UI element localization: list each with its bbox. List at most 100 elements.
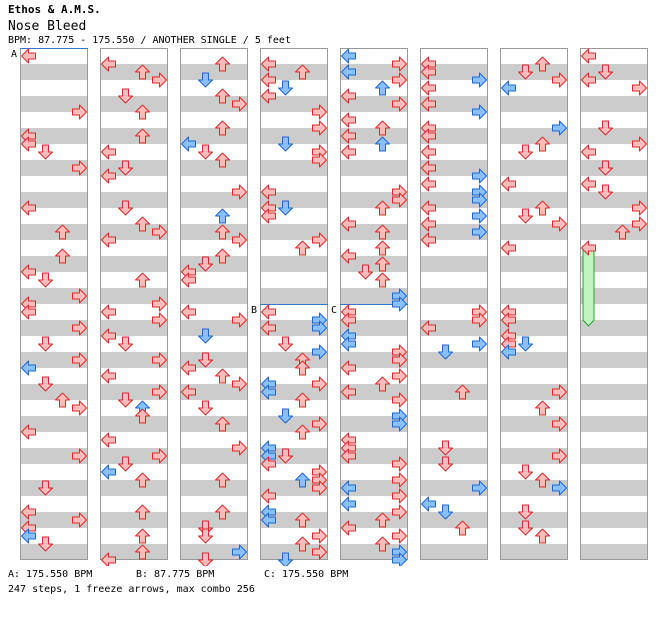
step-arrow-down-icon bbox=[118, 200, 133, 216]
step-arrow-left-icon bbox=[261, 488, 276, 504]
step-arrow-left-icon bbox=[101, 168, 116, 184]
step-arrow-right-icon bbox=[312, 528, 327, 544]
step-arrow-right-icon bbox=[552, 416, 567, 432]
step-arrow-down-icon bbox=[38, 272, 53, 288]
step-arrow-right-icon bbox=[312, 544, 327, 560]
step-arrow-right-icon bbox=[72, 512, 87, 528]
step-arrow-right-icon bbox=[392, 96, 407, 112]
step-arrow-down-icon bbox=[198, 144, 213, 160]
step-arrow-right-icon bbox=[72, 160, 87, 176]
step-arrow-down-icon bbox=[198, 552, 213, 566]
step-arrow-right-icon bbox=[232, 184, 247, 200]
step-arrow-up-icon bbox=[535, 528, 550, 544]
step-arrow-down-icon bbox=[278, 408, 293, 424]
step-arrow-up-icon bbox=[295, 392, 310, 408]
step-arrow-right-icon bbox=[472, 208, 487, 224]
step-arrow-left-icon bbox=[341, 384, 356, 400]
step-arrow-down-icon bbox=[118, 88, 133, 104]
step-arrow-up-icon bbox=[215, 208, 230, 224]
step-arrow-left-icon bbox=[341, 144, 356, 160]
step-arrow-up-icon bbox=[375, 224, 390, 240]
step-arrow-up-icon bbox=[375, 376, 390, 392]
step-arrow-down-icon bbox=[598, 120, 613, 136]
step-arrow-left-icon bbox=[341, 448, 356, 464]
chart-info: BPM: 87.775 - 175.550 / ANOTHER SINGLE /… bbox=[8, 35, 291, 46]
step-arrow-up-icon bbox=[215, 152, 230, 168]
step-arrow-left-icon bbox=[341, 336, 356, 352]
step-arrow-up-icon bbox=[55, 248, 70, 264]
step-arrow-right-icon bbox=[472, 336, 487, 352]
step-arrow-left-icon bbox=[581, 72, 596, 88]
step-arrow-left-icon bbox=[101, 232, 116, 248]
step-arrow-right-icon bbox=[472, 192, 487, 208]
step-arrow-up-icon bbox=[375, 240, 390, 256]
step-arrow-right-icon bbox=[232, 96, 247, 112]
step-arrow-up-icon bbox=[215, 472, 230, 488]
step-arrow-up-icon bbox=[375, 512, 390, 528]
step-arrow-left-icon bbox=[341, 480, 356, 496]
step-arrow-down-icon bbox=[278, 200, 293, 216]
step-arrow-left-icon bbox=[101, 368, 116, 384]
step-arrow-down-icon bbox=[198, 72, 213, 88]
step-arrow-right-icon bbox=[552, 384, 567, 400]
step-arrow-down-icon bbox=[118, 160, 133, 176]
step-arrow-left-icon bbox=[341, 48, 356, 64]
step-arrow-right-icon bbox=[552, 120, 567, 136]
step-arrow-left-icon bbox=[421, 96, 436, 112]
step-arrow-right-icon bbox=[392, 352, 407, 368]
step-arrow-up-icon bbox=[135, 128, 150, 144]
step-arrow-down-icon bbox=[38, 144, 53, 160]
step-arrow-right-icon bbox=[152, 296, 167, 312]
step-arrow-left-icon bbox=[341, 216, 356, 232]
step-arrow-up-icon bbox=[215, 120, 230, 136]
step-arrow-up-icon bbox=[215, 248, 230, 264]
step-arrow-left-icon bbox=[341, 360, 356, 376]
freeze-arrow bbox=[582, 245, 595, 327]
step-arrow-down-icon bbox=[278, 336, 293, 352]
step-arrow-left-icon bbox=[181, 272, 196, 288]
step-arrow-left-icon bbox=[261, 88, 276, 104]
step-arrow-right-icon bbox=[232, 232, 247, 248]
chart-column bbox=[180, 48, 248, 560]
step-arrow-left-icon bbox=[101, 304, 116, 320]
step-arrow-right-icon bbox=[152, 224, 167, 240]
step-arrow-up-icon bbox=[455, 520, 470, 536]
step-arrow-down-icon bbox=[278, 80, 293, 96]
step-arrow-left-icon bbox=[21, 200, 36, 216]
step-arrow-up-icon bbox=[295, 536, 310, 552]
chart-stats: 247 steps, 1 freeze arrows, max combo 25… bbox=[8, 584, 255, 595]
step-arrow-left-icon bbox=[261, 512, 276, 528]
step-arrow-left-icon bbox=[501, 344, 516, 360]
legend-c: C: 175.550 BPM bbox=[264, 569, 349, 580]
step-arrow-right-icon bbox=[152, 384, 167, 400]
step-arrow-down-icon bbox=[38, 376, 53, 392]
step-arrow-left-icon bbox=[501, 176, 516, 192]
step-arrow-up-icon bbox=[135, 544, 150, 560]
step-arrow-right-icon bbox=[72, 104, 87, 120]
step-arrow-right-icon bbox=[152, 312, 167, 328]
step-arrow-up-icon bbox=[135, 504, 150, 520]
step-arrow-down-icon bbox=[38, 536, 53, 552]
step-arrow-down-icon bbox=[518, 208, 533, 224]
step-arrow-down-icon bbox=[198, 256, 213, 272]
step-arrow-up-icon bbox=[295, 64, 310, 80]
step-arrow-up-icon bbox=[455, 384, 470, 400]
section-marker: A bbox=[11, 49, 17, 60]
step-arrow-left-icon bbox=[261, 184, 276, 200]
step-arrow-up-icon bbox=[375, 536, 390, 552]
step-arrow-right-icon bbox=[472, 480, 487, 496]
step-arrow-right-icon bbox=[392, 368, 407, 384]
step-arrow-left-icon bbox=[581, 48, 596, 64]
step-arrow-right-icon bbox=[392, 392, 407, 408]
step-arrow-left-icon bbox=[341, 248, 356, 264]
step-arrow-up-icon bbox=[535, 400, 550, 416]
step-arrow-up-icon bbox=[215, 88, 230, 104]
step-arrow-down-icon bbox=[518, 520, 533, 536]
section-marker: C bbox=[331, 305, 337, 316]
step-arrow-down-icon bbox=[518, 504, 533, 520]
section-marker: B bbox=[251, 305, 257, 316]
step-arrow-right-icon bbox=[472, 72, 487, 88]
step-arrow-down-icon bbox=[518, 144, 533, 160]
step-arrow-up-icon bbox=[215, 504, 230, 520]
step-arrow-right-icon bbox=[392, 456, 407, 472]
